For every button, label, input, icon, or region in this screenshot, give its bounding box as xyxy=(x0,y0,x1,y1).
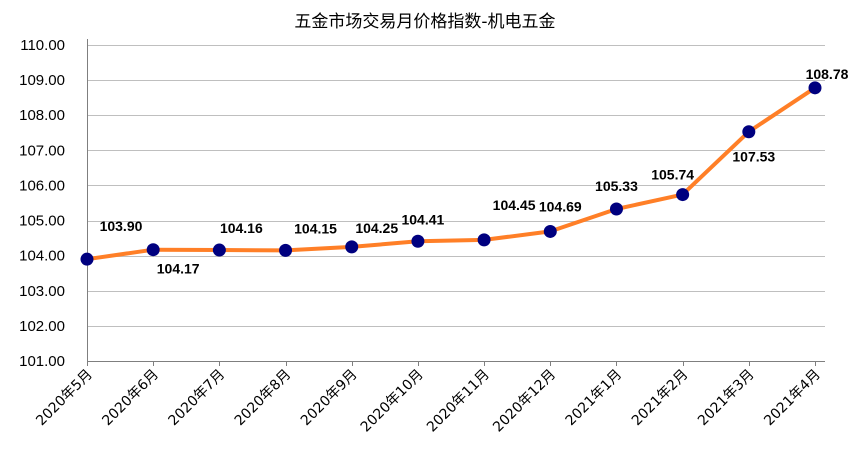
data-label: 105.74 xyxy=(651,167,694,183)
x-tick-label: 2020年11月 xyxy=(424,367,493,436)
x-tick-label: 2021年4月 xyxy=(761,367,824,430)
data-point xyxy=(609,202,623,216)
data-label: 104.25 xyxy=(355,220,398,236)
data-label: 107.53 xyxy=(732,149,775,165)
x-tick-label: 2020年9月 xyxy=(298,367,361,430)
x-tick-label: 2021年1月 xyxy=(563,367,626,430)
gridlines xyxy=(87,45,825,362)
series-line-layer xyxy=(85,85,817,262)
x-tick-label: 2020年8月 xyxy=(232,367,295,430)
y-axis-ticks: 110.00 109.00 108.00 107.00 106.00 105.00 104.… xyxy=(19,37,65,370)
data-point xyxy=(345,240,359,254)
x-tick-label: 2021年3月 xyxy=(695,367,758,430)
x-tick-label: 2020年7月 xyxy=(166,367,229,430)
x-tick-label: 2021年2月 xyxy=(629,367,692,430)
data-point xyxy=(212,243,226,257)
data-label: 104.69 xyxy=(539,198,582,214)
data-label: 108.78 xyxy=(806,66,849,82)
y-tick-label: 107.00 xyxy=(19,142,65,159)
data-label: 104.17 xyxy=(157,261,200,277)
y-tick-label: 105.00 xyxy=(19,213,65,230)
data-point xyxy=(477,233,491,247)
data-label: 104.16 xyxy=(220,220,263,236)
data-label: 103.90 xyxy=(100,218,143,234)
y-tick-label: 101.00 xyxy=(19,353,65,370)
y-tick-label: 106.00 xyxy=(19,177,65,194)
data-point xyxy=(676,188,690,202)
data-label: 104.15 xyxy=(294,220,337,236)
x-axis-ticks: 2020年5月 2020年6月 2020年7月 2020年8月 2020年9月2020年… xyxy=(33,361,824,435)
data-point xyxy=(146,243,160,257)
series-markers xyxy=(80,81,822,266)
x-tick-label: 2020年5月 xyxy=(33,367,96,430)
data-point xyxy=(543,224,557,238)
data-point xyxy=(279,243,293,257)
chart-title: 五金市场交易月价格指数-机电五金 xyxy=(294,12,555,32)
x-tick-label: 2020年12月 xyxy=(490,367,559,436)
data-label: 105.33 xyxy=(595,178,638,194)
y-tick-label: 102.00 xyxy=(19,318,65,335)
y-tick-label: 108.00 xyxy=(19,107,65,124)
y-tick-label: 110.00 xyxy=(20,37,65,54)
data-label: 104.45 xyxy=(493,197,536,213)
data-point xyxy=(808,81,822,95)
data-point xyxy=(411,234,425,248)
axes xyxy=(87,39,825,362)
x-tick-label: 2020年6月 xyxy=(99,367,162,430)
y-tick-label: 104.00 xyxy=(19,248,65,265)
data-point xyxy=(80,252,94,266)
x-tick-label: 2020年10月 xyxy=(358,367,427,436)
y-tick-label: 109.00 xyxy=(19,72,65,89)
data-point xyxy=(742,125,756,139)
series-line xyxy=(85,85,817,262)
y-tick-label: 103.00 xyxy=(19,283,65,300)
data-label: 104.41 xyxy=(401,211,444,227)
